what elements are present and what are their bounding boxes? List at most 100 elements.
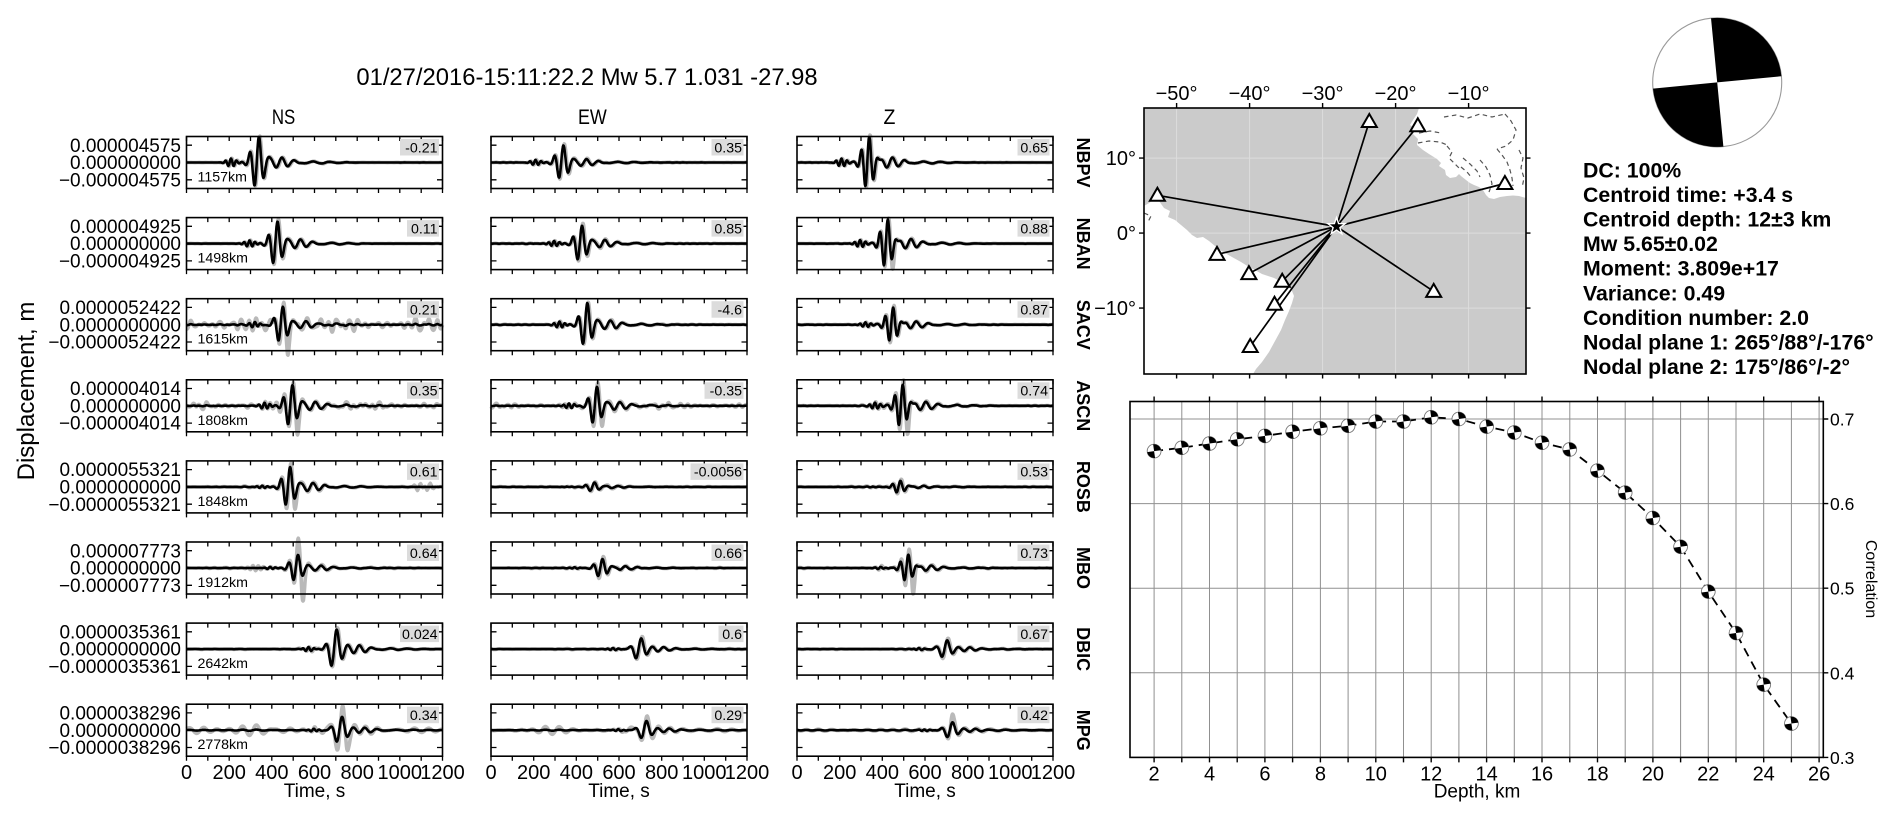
svg-text:1000: 1000: [988, 762, 1033, 784]
svg-text:0°: 0°: [1117, 223, 1136, 245]
svg-text:1200: 1200: [1031, 762, 1076, 784]
svg-text:0.42: 0.42: [1020, 708, 1048, 724]
svg-text:1157km: 1157km: [198, 170, 247, 186]
svg-text:Nodal plane 1: 265°/88°/-176°: Nodal plane 1: 265°/88°/-176°: [1583, 330, 1874, 354]
svg-text:0.024: 0.024: [402, 627, 438, 643]
svg-text:1000: 1000: [378, 762, 423, 784]
svg-text:0.35: 0.35: [714, 140, 742, 156]
svg-text:0.4: 0.4: [1830, 663, 1855, 683]
svg-text:0: 0: [485, 762, 496, 784]
svg-text:0.000007773: 0.000007773: [70, 541, 181, 562]
svg-text:−0.0000035361: −0.0000035361: [48, 657, 181, 678]
svg-text:Time, s: Time, s: [284, 781, 346, 802]
svg-text:0.34: 0.34: [410, 708, 438, 724]
svg-text:0.85: 0.85: [714, 221, 742, 237]
svg-text:-0.21: -0.21: [405, 140, 437, 156]
svg-text:Time, s: Time, s: [588, 781, 650, 802]
svg-text:26: 26: [1808, 764, 1830, 786]
svg-text:1498km: 1498km: [198, 251, 248, 267]
svg-text:8: 8: [1315, 764, 1326, 786]
svg-text:-0.35: -0.35: [710, 384, 742, 400]
svg-text:800: 800: [341, 762, 374, 784]
svg-text:1615km: 1615km: [198, 332, 248, 348]
svg-text:−0.000004925: −0.000004925: [59, 252, 181, 273]
svg-text:400: 400: [866, 762, 899, 784]
svg-text:Moment: 3.809e+17: Moment: 3.809e+17: [1583, 257, 1779, 281]
svg-text:0.35: 0.35: [410, 384, 438, 400]
svg-text:1000: 1000: [682, 762, 727, 784]
svg-text:−0.0000055321: −0.0000055321: [48, 495, 181, 516]
svg-text:−10°: −10°: [1448, 83, 1490, 105]
svg-text:0.0000000000: 0.0000000000: [59, 315, 181, 336]
svg-text:600: 600: [602, 762, 635, 784]
svg-text:14: 14: [1475, 764, 1497, 786]
svg-text:Condition number: 2.0: Condition number: 2.0: [1583, 306, 1809, 330]
svg-text:0.74: 0.74: [1020, 384, 1048, 400]
svg-text:-0.0056: -0.0056: [694, 465, 742, 481]
svg-text:2: 2: [1149, 764, 1160, 786]
svg-text:Variance: 0.49: Variance: 0.49: [1583, 281, 1725, 305]
svg-text:800: 800: [645, 762, 678, 784]
svg-text:−0.000004575: −0.000004575: [59, 170, 181, 191]
svg-text:0.64: 0.64: [410, 546, 438, 562]
svg-text:1808km: 1808km: [198, 413, 248, 429]
svg-text:−0.000004014: −0.000004014: [59, 414, 181, 435]
svg-text:0.000000000: 0.000000000: [70, 153, 181, 174]
svg-text:DC: 100%: DC: 100%: [1583, 159, 1681, 183]
svg-text:0.67: 0.67: [1020, 627, 1048, 643]
svg-text:600: 600: [908, 762, 941, 784]
svg-text:EW: EW: [578, 106, 607, 129]
svg-text:Depth, km: Depth, km: [1434, 782, 1521, 803]
svg-text:6: 6: [1259, 764, 1270, 786]
svg-text:0.65: 0.65: [1020, 140, 1048, 156]
svg-text:Time, s: Time, s: [894, 781, 956, 802]
svg-text:0.66: 0.66: [714, 546, 742, 562]
svg-text:−0.0000038296: −0.0000038296: [48, 738, 181, 759]
svg-text:2778km: 2778km: [198, 737, 248, 753]
svg-text:0.000000000: 0.000000000: [70, 559, 181, 580]
svg-text:NBPV: NBPV: [1073, 137, 1093, 187]
svg-text:NS: NS: [272, 106, 295, 129]
svg-text:Displacement, m: Displacement, m: [13, 302, 40, 481]
svg-text:−40°: −40°: [1229, 83, 1271, 105]
svg-text:−0.000007773: −0.000007773: [59, 576, 181, 597]
svg-text:Z: Z: [884, 106, 896, 129]
svg-text:0.6: 0.6: [722, 627, 742, 643]
svg-text:0.6: 0.6: [1830, 494, 1854, 514]
svg-text:DBIC: DBIC: [1073, 627, 1093, 671]
svg-text:0: 0: [791, 762, 802, 784]
svg-text:0.000004575: 0.000004575: [70, 136, 181, 157]
svg-text:0.000004925: 0.000004925: [70, 217, 181, 238]
svg-text:0.53: 0.53: [1020, 465, 1048, 481]
svg-text:22: 22: [1697, 764, 1719, 786]
svg-text:0.000000000: 0.000000000: [70, 234, 181, 255]
svg-text:200: 200: [213, 762, 246, 784]
svg-text:SACV: SACV: [1073, 300, 1093, 350]
svg-text:0.61: 0.61: [410, 465, 438, 481]
svg-text:Nodal plane 2: 175°/86°/-2°: Nodal plane 2: 175°/86°/-2°: [1583, 355, 1850, 379]
svg-text:ROSB: ROSB: [1073, 461, 1093, 513]
svg-text:0.0000000000: 0.0000000000: [59, 640, 181, 661]
svg-text:0: 0: [181, 762, 192, 784]
svg-text:0.5: 0.5: [1830, 579, 1854, 599]
svg-text:0.000000000: 0.000000000: [70, 396, 181, 417]
svg-text:NBAN: NBAN: [1073, 218, 1093, 270]
svg-text:24: 24: [1753, 764, 1775, 786]
svg-text:−50°: −50°: [1156, 83, 1198, 105]
svg-text:2642km: 2642km: [198, 656, 248, 672]
svg-text:-4.6: -4.6: [718, 303, 743, 319]
svg-text:800: 800: [951, 762, 984, 784]
svg-text:0.87: 0.87: [1020, 303, 1048, 319]
svg-text:−30°: −30°: [1302, 83, 1344, 105]
svg-text:MBO: MBO: [1073, 547, 1093, 589]
svg-text:01/27/2016-15:11:22.2 Mw 5.7 1: 01/27/2016-15:11:22.2 Mw 5.7 1.031 -27.9…: [356, 64, 817, 91]
svg-text:0.0000052422: 0.0000052422: [59, 298, 181, 319]
svg-text:0.7: 0.7: [1830, 410, 1854, 430]
svg-text:−0.0000052422: −0.0000052422: [48, 333, 181, 354]
svg-text:18: 18: [1586, 764, 1608, 786]
svg-text:−10°: −10°: [1094, 298, 1136, 320]
svg-text:−20°: −20°: [1375, 83, 1417, 105]
svg-text:12: 12: [1420, 764, 1442, 786]
svg-text:1848km: 1848km: [198, 494, 248, 510]
svg-text:200: 200: [517, 762, 550, 784]
